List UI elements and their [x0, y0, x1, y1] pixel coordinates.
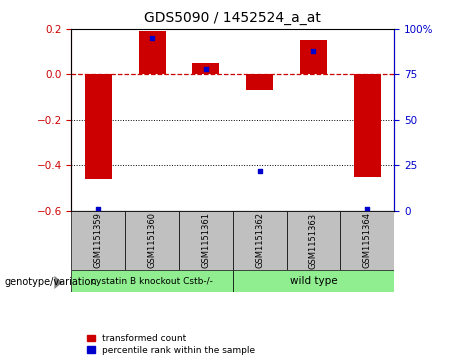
- Bar: [300, 40, 327, 74]
- Point: [310, 48, 317, 54]
- Text: GSM1151359: GSM1151359: [94, 213, 103, 268]
- Point: [95, 206, 102, 212]
- FancyBboxPatch shape: [71, 211, 125, 270]
- Bar: [139, 31, 165, 74]
- Text: cystatin B knockout Cstb-/-: cystatin B knockout Cstb-/-: [91, 277, 213, 286]
- Point: [364, 206, 371, 212]
- Title: GDS5090 / 1452524_a_at: GDS5090 / 1452524_a_at: [144, 11, 321, 25]
- Point: [256, 168, 263, 174]
- Bar: [85, 74, 112, 179]
- FancyBboxPatch shape: [287, 211, 340, 270]
- Point: [148, 35, 156, 41]
- FancyBboxPatch shape: [71, 270, 233, 292]
- Text: genotype/variation: genotype/variation: [5, 277, 97, 287]
- FancyBboxPatch shape: [233, 211, 287, 270]
- Legend: transformed count, percentile rank within the sample: transformed count, percentile rank withi…: [88, 334, 255, 355]
- Text: GSM1151364: GSM1151364: [363, 212, 372, 269]
- Text: wild type: wild type: [290, 276, 337, 286]
- FancyBboxPatch shape: [340, 211, 394, 270]
- Text: GSM1151362: GSM1151362: [255, 212, 264, 269]
- Point: [202, 66, 210, 72]
- Text: GSM1151360: GSM1151360: [148, 212, 157, 269]
- Bar: [246, 74, 273, 90]
- FancyBboxPatch shape: [179, 211, 233, 270]
- Text: GSM1151363: GSM1151363: [309, 212, 318, 269]
- Bar: [354, 74, 381, 176]
- FancyBboxPatch shape: [233, 270, 394, 292]
- Polygon shape: [54, 276, 63, 289]
- Bar: [193, 63, 219, 74]
- Text: GSM1151361: GSM1151361: [201, 212, 210, 269]
- FancyBboxPatch shape: [125, 211, 179, 270]
